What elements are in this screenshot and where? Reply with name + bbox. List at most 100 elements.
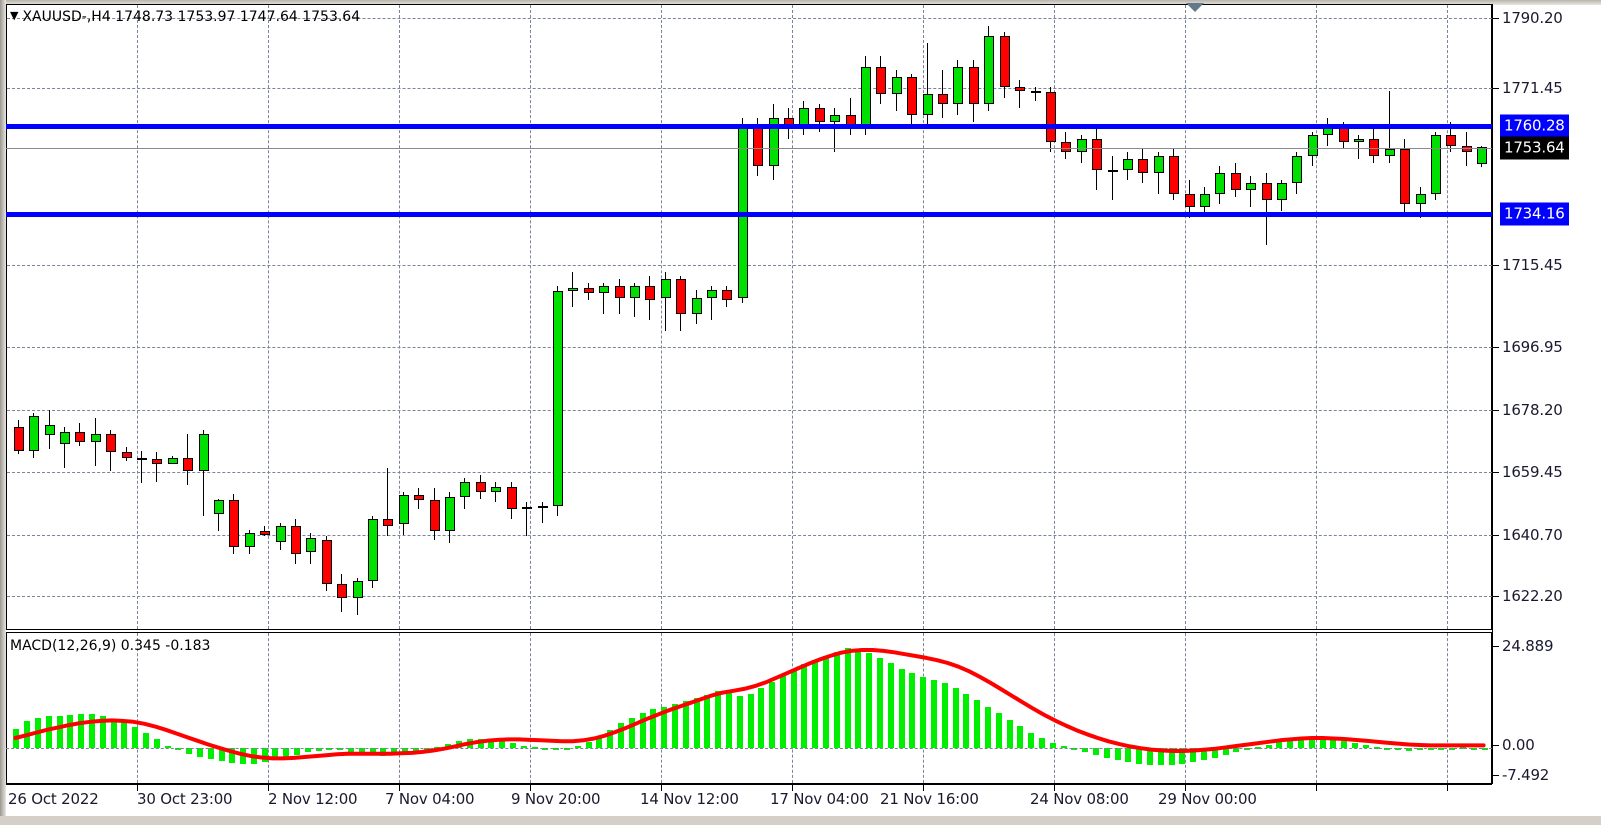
candlestick[interactable] <box>1184 5 1195 629</box>
candlestick[interactable] <box>183 5 194 629</box>
candlestick[interactable] <box>1122 5 1133 629</box>
candlestick[interactable] <box>907 5 918 629</box>
candlestick[interactable] <box>352 5 363 629</box>
candlestick[interactable] <box>737 5 748 629</box>
candlestick[interactable] <box>768 5 779 629</box>
candlestick[interactable] <box>722 5 733 629</box>
candlestick[interactable] <box>922 5 933 629</box>
candlestick[interactable] <box>106 5 117 629</box>
candlestick[interactable] <box>660 5 671 629</box>
candlestick[interactable] <box>784 5 795 629</box>
candlestick[interactable] <box>1092 5 1103 629</box>
candlestick[interactable] <box>753 5 764 629</box>
candlestick[interactable] <box>1030 5 1041 629</box>
symbol-header[interactable]: ▼ XAUUSD-,H4 1748.73 1753.97 1747.64 1753… <box>10 9 360 25</box>
candlestick[interactable] <box>337 5 348 629</box>
candlestick[interactable] <box>1338 5 1349 629</box>
level-line-support[interactable] <box>6 212 1492 217</box>
candlestick[interactable] <box>429 5 440 629</box>
candlestick[interactable] <box>1446 5 1457 629</box>
candlestick[interactable] <box>568 5 579 629</box>
candlestick[interactable] <box>1369 5 1380 629</box>
candlestick[interactable] <box>121 5 132 629</box>
candlestick[interactable] <box>90 5 101 629</box>
candlestick[interactable] <box>876 5 887 629</box>
candlestick[interactable] <box>1061 5 1072 629</box>
candlestick[interactable] <box>475 5 486 629</box>
candlestick[interactable] <box>953 5 964 629</box>
candlestick[interactable] <box>491 5 502 629</box>
candlestick[interactable] <box>260 5 271 629</box>
candlestick[interactable] <box>136 5 147 629</box>
candlestick[interactable] <box>460 5 471 629</box>
candlestick[interactable] <box>1323 5 1334 629</box>
chart-top-marker-triangle-down[interactable] <box>1186 3 1204 12</box>
candlestick[interactable] <box>706 5 717 629</box>
candlestick[interactable] <box>383 5 394 629</box>
candlestick[interactable] <box>999 5 1010 629</box>
candlestick[interactable] <box>1153 5 1164 629</box>
candlestick[interactable] <box>814 5 825 629</box>
macd-indicator-label[interactable]: MACD(12,26,9) 0.345 -0.183 <box>10 638 211 654</box>
candlestick[interactable] <box>552 5 563 629</box>
candlestick[interactable] <box>198 5 209 629</box>
candlestick[interactable] <box>1138 5 1149 629</box>
candlestick[interactable] <box>984 5 995 629</box>
price-axis[interactable]: 1790.20 1771.45 1760.28 1753.64 1734.16 1715.… <box>1493 0 1601 825</box>
candlestick[interactable] <box>1169 5 1180 629</box>
candlestick[interactable] <box>1199 5 1210 629</box>
candlestick[interactable] <box>845 5 856 629</box>
candlestick[interactable] <box>614 5 625 629</box>
candlestick[interactable] <box>1307 5 1318 629</box>
candlestick[interactable] <box>1107 5 1118 629</box>
candlestick[interactable] <box>44 5 55 629</box>
candlestick[interactable] <box>676 5 687 629</box>
level-line-resistance[interactable] <box>6 124 1492 129</box>
candlestick[interactable] <box>1277 5 1288 629</box>
candlestick[interactable] <box>368 5 379 629</box>
candlestick[interactable] <box>583 5 594 629</box>
candlestick[interactable] <box>213 5 224 629</box>
candlestick[interactable] <box>968 5 979 629</box>
candlestick[interactable] <box>1045 5 1056 629</box>
candlestick[interactable] <box>291 5 302 629</box>
candlestick[interactable] <box>506 5 517 629</box>
candlestick[interactable] <box>1261 5 1272 629</box>
candlestick[interactable] <box>1431 5 1442 629</box>
candlestick[interactable] <box>537 5 548 629</box>
candlestick[interactable] <box>1292 5 1303 629</box>
candlestick[interactable] <box>1400 5 1411 629</box>
candlestick[interactable] <box>522 5 533 629</box>
candlestick[interactable] <box>152 5 163 629</box>
candlestick[interactable] <box>229 5 240 629</box>
candlestick[interactable] <box>1384 5 1395 629</box>
candlestick[interactable] <box>891 5 902 629</box>
candlestick[interactable] <box>599 5 610 629</box>
candlestick[interactable] <box>75 5 86 629</box>
candlestick[interactable] <box>861 5 872 629</box>
candlestick[interactable] <box>830 5 841 629</box>
candlestick[interactable] <box>1477 5 1488 629</box>
candlestick[interactable] <box>445 5 456 629</box>
candlestick[interactable] <box>414 5 425 629</box>
candlestick[interactable] <box>1076 5 1087 629</box>
candlestick[interactable] <box>1246 5 1257 629</box>
candlestick[interactable] <box>938 5 949 629</box>
candlestick[interactable] <box>167 5 178 629</box>
candlestick[interactable] <box>799 5 810 629</box>
candlestick[interactable] <box>645 5 656 629</box>
candlestick[interactable] <box>321 5 332 629</box>
candlestick[interactable] <box>1354 5 1365 629</box>
candlestick[interactable] <box>306 5 317 629</box>
candlestick[interactable] <box>1230 5 1241 629</box>
candlestick[interactable] <box>29 5 40 629</box>
chevron-down-icon[interactable]: ▼ <box>10 9 19 22</box>
candlestick[interactable] <box>275 5 286 629</box>
candlestick[interactable] <box>13 5 24 629</box>
candlestick[interactable] <box>691 5 702 629</box>
candlestick[interactable] <box>629 5 640 629</box>
candlestick[interactable] <box>244 5 255 629</box>
candlestick[interactable] <box>398 5 409 629</box>
candlestick[interactable] <box>1215 5 1226 629</box>
price-panel[interactable] <box>6 4 1492 630</box>
